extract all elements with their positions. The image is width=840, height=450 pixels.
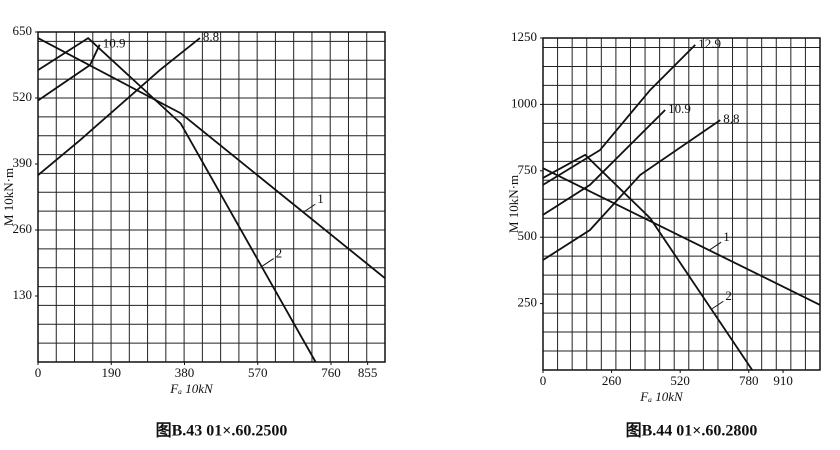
data-line: [542, 44, 696, 186]
plot-frame: [37, 31, 386, 363]
data-line: [37, 44, 101, 102]
x-tick-label: 380: [175, 365, 195, 380]
y-tick-label: 500: [518, 228, 538, 243]
series-label: 1: [317, 191, 324, 206]
x-tick-label: 0: [540, 373, 547, 388]
y-tick-label: 520: [13, 89, 33, 104]
x-tick-label: 260: [602, 373, 622, 388]
data-line: [37, 37, 201, 176]
data-line: [542, 119, 721, 261]
series-label: 8.8: [203, 29, 219, 44]
series-label: 8.8: [723, 111, 739, 126]
data-line: [37, 37, 386, 279]
series-label: 2: [276, 246, 283, 261]
series-label: 1: [723, 229, 730, 244]
y-tick-label: 130: [13, 287, 33, 302]
x-axis-label: Fₐ 10kN: [639, 389, 684, 404]
x-tick-label: 855: [358, 365, 378, 380]
x-tick-label: 780: [739, 373, 759, 388]
y-tick-label: 260: [13, 221, 33, 236]
label-leader: [708, 241, 722, 251]
data-line: [542, 167, 821, 306]
label-leader: [261, 258, 274, 267]
x-tick-label: 190: [102, 365, 122, 380]
data-line: [542, 109, 666, 216]
x-tick-label: 910: [773, 373, 793, 388]
y-tick-label: 650: [13, 23, 33, 38]
x-tick-label: 520: [670, 373, 690, 388]
series-label: 10.9: [103, 36, 126, 51]
data-line: [542, 153, 753, 371]
label-leader: [302, 203, 316, 213]
plot-frame: [542, 37, 821, 371]
x-axis-label: Fₐ 10kN: [169, 381, 214, 396]
series-label: 12.9: [698, 36, 721, 51]
data-line: [37, 36, 317, 363]
y-tick-label: 390: [13, 155, 33, 170]
y-tick-label: 750: [518, 162, 538, 177]
caption: 图B.44 01×.60.2800: [626, 422, 758, 440]
x-tick-label: 760: [321, 365, 341, 380]
label-leader: [711, 300, 724, 310]
y-axis-label: M 10kN·m: [1, 168, 16, 226]
y-tick-label: 1000: [511, 95, 537, 110]
y-tick-label: 250: [518, 295, 538, 310]
x-tick-label: 570: [248, 365, 268, 380]
series-label: 2: [725, 288, 732, 303]
x-tick-label: 0: [35, 365, 42, 380]
caption: 图B.43 01×.60.2500: [156, 422, 288, 440]
series-label: 10.9: [668, 101, 691, 116]
y-tick-label: 1250: [511, 29, 537, 44]
y-axis-label: M 10kN·m: [506, 175, 521, 233]
